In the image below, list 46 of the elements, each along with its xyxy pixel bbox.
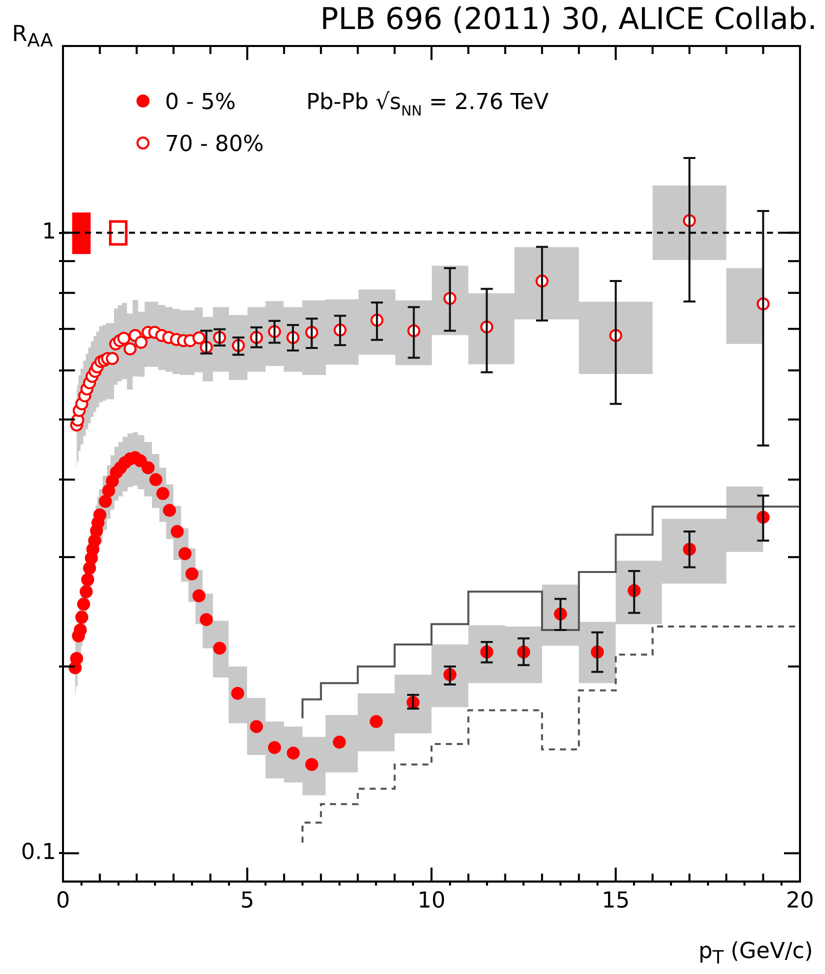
x-tick-label: 0 [56, 888, 70, 914]
point [162, 504, 176, 517]
point [286, 746, 300, 760]
point [117, 332, 130, 345]
point [178, 547, 192, 560]
point [77, 598, 90, 611]
point [185, 567, 198, 580]
point [305, 758, 318, 771]
point [231, 686, 244, 700]
point [200, 613, 213, 626]
point [134, 454, 147, 468]
chart-title: PLB 696 (2011) 30, ALICE Collab. [320, 2, 817, 37]
x-tick-label: 15 [602, 888, 630, 914]
point [102, 484, 116, 498]
point [156, 486, 170, 500]
point [142, 461, 155, 474]
point [98, 494, 112, 508]
x-tick-label: 20 [786, 888, 814, 914]
point [83, 562, 96, 575]
point [70, 652, 84, 665]
point [370, 715, 383, 728]
point [149, 473, 162, 486]
point [332, 736, 346, 749]
point [134, 336, 148, 349]
y-tick-label: 0.1 [20, 840, 56, 865]
y-tick-label: 1 [42, 219, 56, 244]
x-tick-label: 5 [240, 888, 254, 914]
point [170, 525, 184, 538]
point [213, 642, 226, 655]
point [124, 342, 137, 356]
x-axis-title: p$_{T}$ (GeV/c) [698, 938, 813, 968]
point [74, 623, 87, 636]
x-tick-label: 10 [417, 888, 446, 914]
point [268, 741, 282, 754]
legend-label: 70 - 80% [164, 132, 264, 157]
point [192, 331, 206, 344]
point [93, 508, 106, 522]
point [192, 589, 206, 602]
point [250, 720, 263, 734]
legend-label: 0 - 5% [164, 90, 236, 115]
point [81, 573, 94, 586]
point [106, 352, 119, 366]
point [75, 610, 88, 624]
point [80, 585, 93, 598]
y-axis-title: R$_{AA}$ [12, 22, 53, 52]
point [88, 534, 102, 548]
